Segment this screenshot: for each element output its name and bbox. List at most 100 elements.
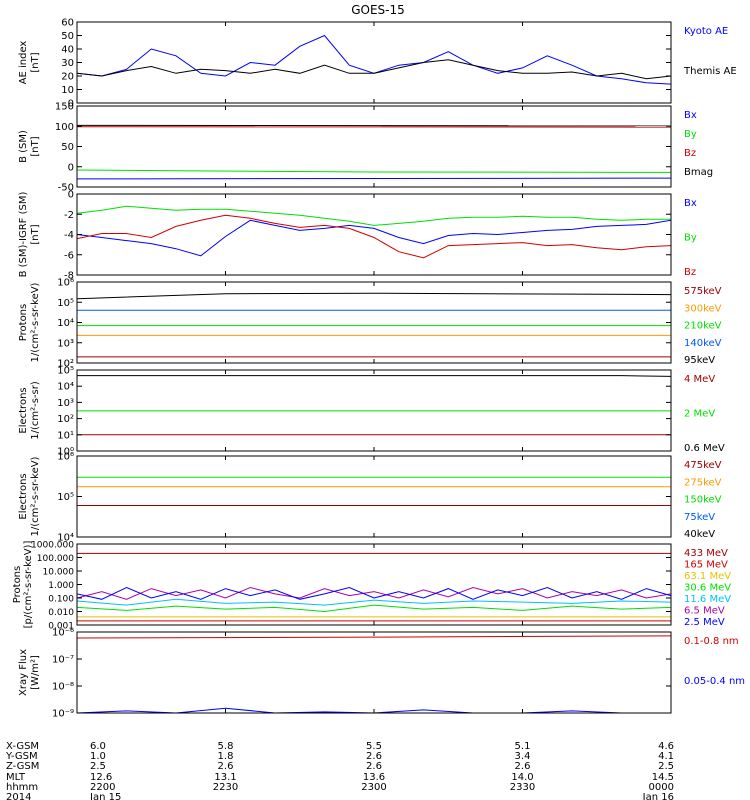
legend-entry: 575keV bbox=[684, 286, 722, 297]
x-tick-value: 2330 bbox=[510, 782, 535, 793]
y-tick-label: 10⁻⁶ bbox=[52, 628, 74, 639]
series-line-0-05-0-4-nm bbox=[77, 707, 671, 713]
y-tick-label: 1.000 bbox=[48, 581, 74, 591]
x-tick-value: 6.0 bbox=[90, 741, 106, 752]
legend-entry: Bz bbox=[684, 267, 696, 278]
legend-entry: 150keV bbox=[684, 495, 722, 506]
y-tick-label: 10³ bbox=[57, 398, 74, 409]
plot-frame bbox=[76, 631, 672, 714]
x-tick-value: 2.5 bbox=[658, 761, 674, 772]
figure-title: GOES-15 bbox=[351, 3, 405, 17]
plot-frame bbox=[76, 193, 672, 276]
x-tick-value: 4.6 bbox=[658, 741, 674, 752]
y-tick-label: 50 bbox=[61, 31, 74, 42]
x-tick-value: 4.1 bbox=[658, 751, 674, 762]
legend-entry: 0.1-0.8 nm bbox=[684, 636, 739, 647]
x-tick-value: 2.6 bbox=[218, 761, 234, 772]
y-tick-label: -4 bbox=[64, 230, 74, 241]
y-axis-label: B (SM) bbox=[18, 130, 29, 163]
legend-entry: 475keV bbox=[684, 460, 722, 471]
series-line-0-6-mev bbox=[77, 375, 671, 377]
y-axis-units: [nT] bbox=[30, 136, 41, 156]
x-tick-value: 0000 bbox=[649, 782, 674, 793]
y-tick-label: 10⁰ bbox=[57, 447, 74, 458]
legend-entry: 63.1 MeV bbox=[684, 571, 731, 582]
y-axis-units: [nT] bbox=[30, 52, 41, 72]
panel-bsm: -50 0 50 100 150 B (SM) [nT] Bx By Bz Bmag bbox=[18, 102, 713, 194]
y-axis-units: [W/m²] bbox=[30, 655, 41, 690]
series-line-by bbox=[77, 205, 671, 226]
y-tick-label: -2 bbox=[64, 210, 74, 221]
legend-entry: Themis AE bbox=[683, 66, 737, 77]
y-axis-label: Protons bbox=[18, 304, 29, 341]
y-tick-label: 10⁶ bbox=[57, 278, 74, 289]
legend-entry: 40keV bbox=[684, 529, 715, 540]
y-tick-label: 0 bbox=[68, 162, 74, 173]
y-axis-units: 1/(cm²-s-sr-keV) bbox=[30, 456, 41, 536]
legend-entry: Bz bbox=[684, 148, 696, 159]
x-tick-value: 12.6 bbox=[90, 772, 112, 783]
x-tick-value: 2230 bbox=[213, 782, 238, 793]
legend-entry: 140keV bbox=[684, 338, 722, 349]
legend-entry: Bx bbox=[684, 198, 697, 209]
x-tick-value: 5.1 bbox=[515, 741, 531, 752]
y-tick-label: 1000.000 bbox=[31, 541, 74, 551]
legend-entry: 2.5 MeV bbox=[684, 617, 725, 628]
plot-frame bbox=[76, 455, 672, 538]
y-tick-label: 30 bbox=[61, 58, 74, 69]
legend-entry: 165 MeV bbox=[684, 560, 728, 571]
x-tick-value: Jan 15 bbox=[89, 792, 121, 800]
legend-entry: 75keV bbox=[684, 512, 715, 523]
series-line-2-5-mev bbox=[77, 586, 671, 600]
series-line-6-5-mev bbox=[77, 586, 671, 600]
y-tick-label: 0.010 bbox=[48, 608, 74, 618]
legend-entry: 95keV bbox=[684, 355, 715, 366]
y-tick-label: -6 bbox=[64, 250, 74, 261]
y-tick-label: 100 bbox=[55, 122, 74, 133]
x-tick-value: 2.5 bbox=[90, 761, 106, 772]
legend-entry: Kyoto AE bbox=[684, 26, 728, 37]
y-axis-units: [nT] bbox=[30, 224, 41, 244]
y-tick-label: 0 bbox=[68, 190, 74, 201]
panel-electrons_kev: 10⁴ 10⁵ 10⁶ Electrons 1/(cm²-s-sr-keV) 475keV… bbox=[18, 452, 722, 544]
series-line-bx bbox=[77, 177, 671, 180]
legend-entry: Bx bbox=[684, 110, 697, 121]
series-line-30-6-mev bbox=[77, 604, 671, 613]
x-tick-value: 2.6 bbox=[366, 751, 382, 762]
y-tick-label: 60 bbox=[61, 18, 74, 29]
legend-entry: 210keV bbox=[684, 321, 722, 332]
y-tick-label: 10⁻⁷ bbox=[52, 655, 74, 666]
series-line-kyoto-ae bbox=[77, 34, 671, 85]
legend-entry: 6.5 MeV bbox=[684, 606, 725, 617]
y-axis-units: [p/(cm²-s-sr-keV)] bbox=[23, 541, 34, 629]
y-tick-label: 0.100 bbox=[48, 595, 74, 605]
x-tick-value: 5.5 bbox=[366, 741, 382, 752]
y-axis-units: 1/(cm²-s-sr) bbox=[30, 381, 41, 440]
x-tick-value: 1.8 bbox=[218, 751, 234, 762]
x-row-label: X-GSM bbox=[6, 741, 39, 752]
x-tick-value: 1.0 bbox=[90, 751, 106, 762]
y-tick-label: 10¹ bbox=[57, 430, 74, 441]
x-row-label: MLT bbox=[6, 772, 26, 783]
x-row-label: hhmm bbox=[6, 782, 38, 793]
legend-entry: 11.6 MeV bbox=[684, 594, 731, 605]
y-tick-label: 10 bbox=[61, 85, 74, 96]
x-tick-value: 13.6 bbox=[363, 772, 385, 783]
legend-entry: 300keV bbox=[684, 303, 722, 314]
y-tick-label: 150 bbox=[55, 102, 74, 113]
legend-entry: 0.6 MeV bbox=[684, 443, 725, 454]
x-row-label: Z-GSM bbox=[6, 761, 39, 772]
y-tick-label: 20 bbox=[61, 72, 74, 83]
y-axis-label: AE index bbox=[18, 41, 29, 85]
panel-xray: 10⁻⁹ 10⁻⁸ 10⁻⁷ 10⁻⁶ Xray Flux [W/m²] 0.1-0.8 n… bbox=[18, 628, 745, 720]
y-axis-label: B (SM)-IGRF (SM) bbox=[18, 192, 29, 278]
panel-ae: 0 10 20 30 40 50 60 AE index [nT] Kyoto AE Themis … bbox=[18, 18, 737, 110]
legend-entry: 2 MeV bbox=[684, 409, 715, 420]
legend-entry: 0.05-0.4 nm bbox=[684, 676, 745, 687]
legend-entry: 4 MeV bbox=[684, 374, 715, 385]
series-line-themis-ae bbox=[77, 59, 671, 80]
y-tick-label: 10² bbox=[57, 414, 74, 425]
x-tick-value: 5.8 bbox=[218, 741, 234, 752]
